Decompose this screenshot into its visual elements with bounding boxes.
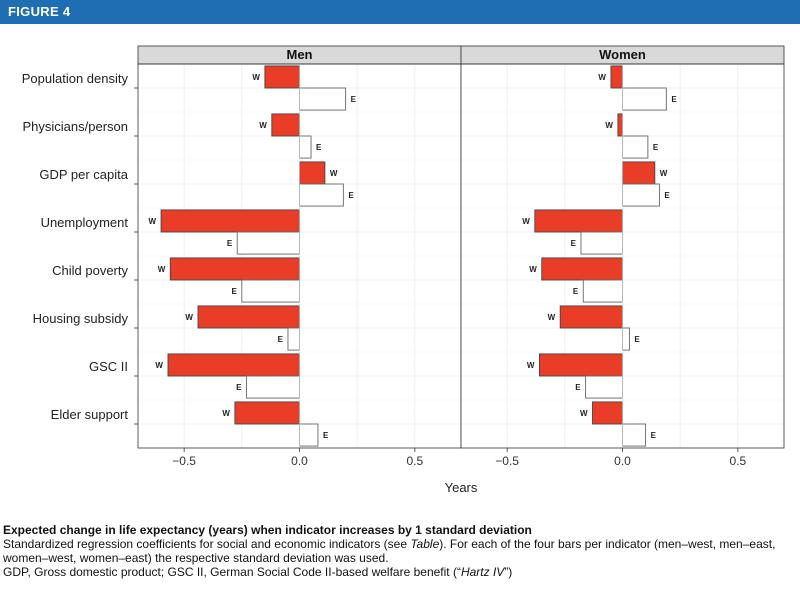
bar-label-west: W [548,313,556,322]
bar-label-east: E [348,191,354,200]
bar-women-east [582,279,623,303]
bar-label-east: E [231,287,237,296]
bar-label-west: W [252,73,260,82]
bar-women-west [610,65,623,89]
caption-body-post: ). For each of the four bars per indicat… [3,537,776,565]
bar-label-west: W [527,361,535,370]
bar-label-east: E [671,95,677,104]
chart-area: Men W E W E W E W E W E W E W E W E −0.5 0.0 0.5 Women W E W E W E… [0,24,800,514]
bar-women-west [538,353,623,377]
bar-label-east: E [651,431,657,440]
bar-women-east [580,231,623,255]
bar-women-east [622,183,660,207]
bar-men-east [245,375,300,399]
x-tick-label: −0.5 [495,454,519,468]
caption-footnote: GDP, Gross domestic product; GSC II, Ger… [3,565,797,579]
y-tick-label: Elder support [51,407,129,422]
bar-women-east [622,135,649,159]
y-tick-label: Housing subsidy [33,311,129,326]
bar-label-west: W [149,217,157,226]
bar-label-west: W [259,121,267,130]
bar-women-east [585,375,623,399]
bar-label-east: E [316,143,322,152]
figure-header-bar: FIGURE 4 [0,0,800,24]
caption-title: Expected change in life expectancy (year… [3,523,532,537]
y-tick-label: GSC II [89,359,128,374]
x-tick-label: −0.5 [172,454,196,468]
bar-label-east: E [323,431,329,440]
bar-label-east: E [227,239,233,248]
bar-men-east [299,135,312,159]
bar-label-west: W [330,169,338,178]
y-tick-label: Physicians/person [23,119,129,134]
y-tick-label: GDP per capita [39,167,128,182]
bar-women-east [622,327,630,351]
bar-men-east [287,327,300,351]
caption-footnote-post: ”) [504,565,513,579]
figure-label: FIGURE 4 [8,4,71,19]
bar-label-west: W [522,217,530,226]
bar-men-west [264,65,300,89]
bar-label-east: E [575,383,581,392]
bar-label-west: W [598,73,606,82]
bar-label-east: E [664,191,670,200]
bar-label-west: W [580,409,588,418]
bar-label-west: W [529,265,537,274]
x-tick-label: 0.5 [730,454,747,468]
panel-title: Men [287,47,313,62]
x-tick-label: 0.0 [614,454,631,468]
bar-men-west [167,353,300,377]
bar-men-west [234,401,300,425]
bar-women-west [592,401,623,425]
bar-women-east [622,423,647,447]
caption-footnote-italic: Hartz IV [460,565,505,579]
bar-label-east: E [278,335,284,344]
x-axis-title: Years [445,480,478,495]
bar-men-east [241,279,300,303]
bar-label-west: W [185,313,193,322]
bar-label-west: W [660,169,668,178]
caption-body-pre: Standardized regression coefficients for… [3,537,411,551]
bar-women-west [559,305,623,329]
bar-label-west: W [605,121,613,130]
bar-label-east: E [653,143,659,152]
caption-footnote-pre: GDP, Gross domestic product; GSC II, Ger… [3,565,461,579]
bar-men-east [299,183,344,207]
x-tick-label: 0.5 [407,454,424,468]
panel-title: Women [599,47,646,62]
bar-women-west [617,113,623,137]
y-tick-label: Unemployment [41,215,129,230]
bar-men-east [299,423,319,447]
caption-body: Standardized regression coefficients for… [3,537,797,565]
bar-label-east: E [351,95,357,104]
bar-chart: Men W E W E W E W E W E W E W E W E −0.5 0.0 0.5 Women W E W E W E… [22,45,785,495]
bar-men-east [236,231,300,255]
y-tick-label: Population density [22,71,129,86]
caption-body-table: Table [410,537,440,551]
bar-women-west [541,257,623,281]
bar-men-west [271,113,300,137]
bar-women-east [622,87,667,111]
bar-label-east: E [573,287,579,296]
bar-men-west [197,305,300,329]
bar-label-east: E [571,239,577,248]
x-tick-label: 0.0 [291,454,308,468]
bar-women-west [622,161,656,185]
bar-men-west [160,209,300,233]
bar-men-west [169,257,300,281]
bar-women-west [534,209,623,233]
bar-men-east [299,87,347,111]
bar-label-east: E [236,383,242,392]
figure-caption: Expected change in life expectancy (year… [3,523,797,579]
bar-men-west [299,161,326,185]
bar-label-west: W [222,409,230,418]
y-tick-label: Child poverty [52,263,128,278]
bar-label-west: W [158,265,166,274]
bar-label-west: W [155,361,163,370]
bar-label-east: E [634,335,640,344]
